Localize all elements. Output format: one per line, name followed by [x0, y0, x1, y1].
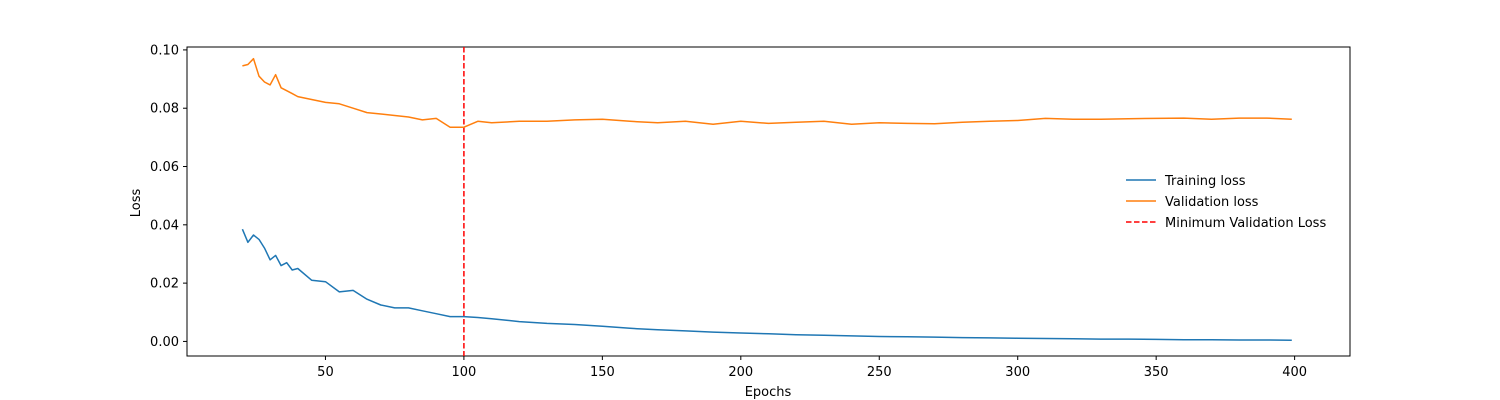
x-tick-label-300: 300	[1005, 365, 1030, 380]
legend: Training loss Validation loss Minimum Vali…	[1126, 174, 1326, 231]
x-tick-label-350: 350	[1144, 365, 1169, 380]
legend-training-loss-label: Training loss	[1164, 174, 1246, 189]
series-line-training-loss	[241, 228, 1292, 342]
y-tick-label-2: 0.04	[150, 218, 179, 233]
series-layer	[241, 57, 1292, 342]
series-line-validation-loss	[242, 57, 1292, 128]
x-tick-label-400: 400	[1282, 365, 1307, 380]
legend-validation-loss-label: Validation loss	[1165, 195, 1259, 210]
y-axis-ticks: 0.00 0.02 0.04 0.06 0.08 0.10	[150, 43, 187, 350]
y-tick-label-4: 0.08	[150, 102, 179, 117]
y-tick-label-3: 0.06	[150, 160, 179, 175]
y-axis-label: Loss	[129, 189, 144, 218]
x-axis-label: Epochs	[745, 385, 792, 400]
y-tick-label-0: 0.00	[150, 335, 179, 350]
y-tick-label-1: 0.02	[150, 277, 179, 292]
x-tick-label-50: 50	[317, 365, 334, 380]
legend-min-validation-loss-label: Minimum Validation Loss	[1165, 216, 1326, 231]
x-tick-label-200: 200	[728, 365, 753, 380]
x-tick-label-150: 150	[590, 365, 615, 380]
x-tick-label-100: 100	[451, 365, 476, 380]
y-tick-label-5: 0.10	[150, 43, 179, 58]
x-axis-ticks: 50 100 150 200 250 300 350 400	[317, 356, 1307, 380]
x-tick-label-250: 250	[867, 365, 892, 380]
